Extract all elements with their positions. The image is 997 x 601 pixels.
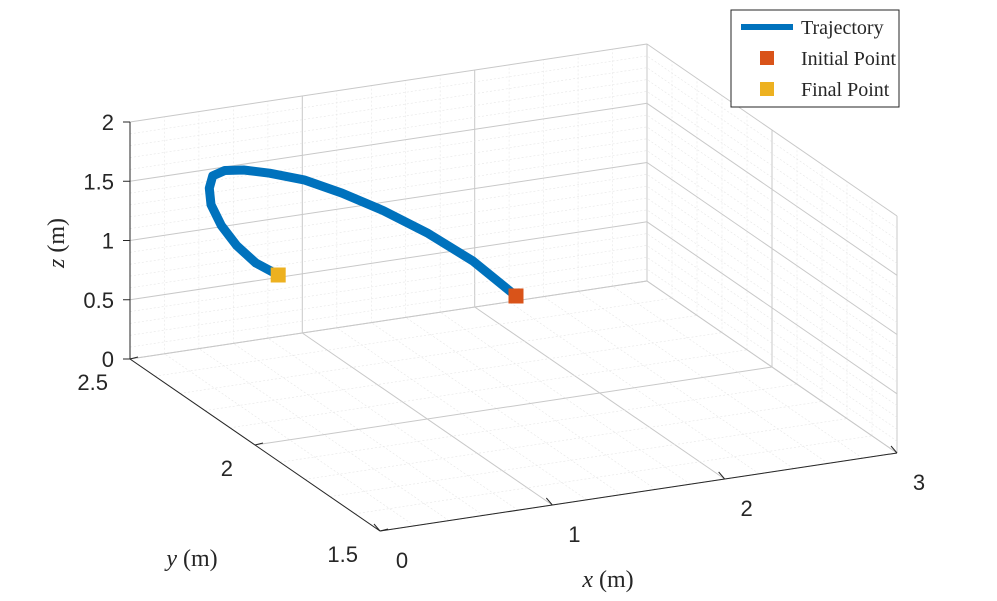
floor-grid-line bbox=[229, 349, 748, 429]
x-tick-label: 1 bbox=[568, 522, 580, 547]
side-wall-grid-line bbox=[646, 268, 898, 442]
back-wall-grid-line bbox=[129, 126, 648, 206]
back-wall-grid-line bbox=[129, 197, 648, 277]
y-tick-mark bbox=[254, 442, 264, 446]
y-tick-label: 2.5 bbox=[77, 370, 108, 395]
floor-grid-line bbox=[440, 311, 691, 485]
legend-initial-label: Initial Point bbox=[801, 48, 896, 70]
x-tick-mark bbox=[373, 523, 381, 532]
floor-grid-line bbox=[254, 366, 773, 446]
side-wall-grid-line bbox=[646, 221, 898, 395]
side-wall-grid-line bbox=[646, 114, 898, 288]
floor-grid-line bbox=[179, 315, 698, 394]
back-wall-grid-line bbox=[129, 280, 648, 360]
z-tick-label: 1 bbox=[102, 229, 114, 254]
side-wall-grid-line bbox=[646, 102, 898, 276]
floor-grid-line bbox=[164, 353, 415, 527]
final-point-marker bbox=[270, 267, 286, 283]
floor-grid-line bbox=[405, 317, 656, 490]
side-wall-grid-line bbox=[646, 67, 898, 240]
side-wall-grid-line bbox=[646, 257, 898, 430]
series-layer bbox=[204, 165, 524, 304]
back-wall-grid-line bbox=[129, 43, 648, 123]
y-tick-mark bbox=[379, 528, 389, 532]
side-wall-grid-line bbox=[646, 174, 898, 347]
side-wall-grid-line bbox=[646, 55, 898, 229]
z-tick-label: 2 bbox=[102, 110, 114, 135]
floor-grid-line bbox=[354, 435, 873, 515]
back-wall-grid-line bbox=[129, 257, 648, 336]
floor-grid-line bbox=[233, 343, 484, 516]
x-axis-label: x (m) bbox=[581, 567, 633, 593]
y-tick-label: 2 bbox=[221, 456, 233, 481]
x-tick-mark bbox=[545, 497, 553, 506]
back-wall-grid-line bbox=[129, 114, 648, 194]
back-wall-grid-line bbox=[129, 55, 648, 135]
side-wall-grid-line bbox=[646, 209, 898, 383]
x-tick-mark bbox=[890, 445, 898, 454]
initial-point-marker bbox=[508, 288, 524, 304]
floor-grid-line bbox=[329, 418, 848, 497]
floor-grid-line bbox=[154, 297, 673, 377]
floor-grid-line bbox=[267, 337, 519, 511]
z-axis-label: z (m) bbox=[44, 218, 70, 269]
back-wall-grid-line bbox=[129, 268, 648, 348]
floor-grid-line bbox=[577, 291, 829, 464]
floor-grid-line bbox=[198, 348, 450, 521]
back-wall-grid-line bbox=[129, 138, 648, 218]
grid-lines bbox=[123, 43, 898, 532]
side-wall-grid-line bbox=[646, 43, 898, 217]
side-wall-grid-line bbox=[646, 280, 898, 454]
back-wall-grid-line bbox=[129, 102, 648, 182]
x-tick-mark bbox=[718, 471, 726, 480]
back-wall-grid-line bbox=[129, 185, 648, 265]
side-wall-grid-line bbox=[646, 185, 898, 359]
z-tick-label: 1.5 bbox=[83, 169, 114, 194]
side-wall-grid-line bbox=[646, 79, 898, 252]
y-tick-label: 1.5 bbox=[327, 542, 358, 567]
side-wall-grid-line bbox=[646, 126, 898, 300]
legend-trajectory-label: Trajectory bbox=[801, 17, 884, 39]
side-wall-grid-line bbox=[646, 245, 898, 418]
back-wall-grid-line bbox=[129, 162, 648, 241]
floor-grid-line bbox=[336, 327, 587, 501]
floor-grid-line bbox=[508, 301, 760, 475]
back-wall-grid-line bbox=[129, 233, 648, 312]
side-wall-grid-line bbox=[646, 162, 898, 335]
side-wall-grid-line bbox=[646, 197, 898, 371]
back-wall-grid-line bbox=[129, 91, 648, 170]
floor-grid-line bbox=[204, 332, 723, 411]
back-wall-grid-line bbox=[129, 221, 648, 301]
floor-grid-line bbox=[371, 322, 622, 495]
x-tick-label: 3 bbox=[913, 470, 925, 495]
back-wall-grid-line bbox=[129, 245, 648, 324]
x-tick-label: 2 bbox=[741, 496, 753, 521]
side-wall-grid-line bbox=[646, 233, 898, 406]
back-wall-grid-line bbox=[129, 79, 648, 158]
legend-final-swatch bbox=[760, 82, 774, 96]
floor-grid-line bbox=[304, 401, 823, 480]
floor-grid-line bbox=[612, 285, 863, 459]
legend-final-label: Final Point bbox=[801, 79, 890, 101]
y-tick-mark bbox=[129, 356, 139, 360]
z-tick-label: 0.5 bbox=[83, 288, 114, 313]
z-tick-label: 0 bbox=[102, 347, 114, 372]
side-wall-grid-line bbox=[646, 150, 898, 323]
x-axis-line bbox=[379, 452, 898, 532]
y-axis-label: y (m) bbox=[164, 546, 217, 572]
back-wall-grid-line bbox=[129, 150, 648, 229]
side-wall-grid-line bbox=[646, 91, 898, 264]
legend-initial-swatch bbox=[760, 51, 774, 65]
back-wall-grid-line bbox=[129, 67, 648, 146]
legend: Trajectory Initial Point Final Point bbox=[730, 9, 900, 108]
back-wall-grid-line bbox=[129, 209, 648, 289]
floor-grid-line bbox=[279, 383, 798, 463]
x-tick-label: 0 bbox=[396, 548, 408, 573]
trajectory-line bbox=[204, 165, 519, 300]
side-wall-grid-line bbox=[646, 138, 898, 312]
floor-grid-line bbox=[543, 296, 794, 469]
